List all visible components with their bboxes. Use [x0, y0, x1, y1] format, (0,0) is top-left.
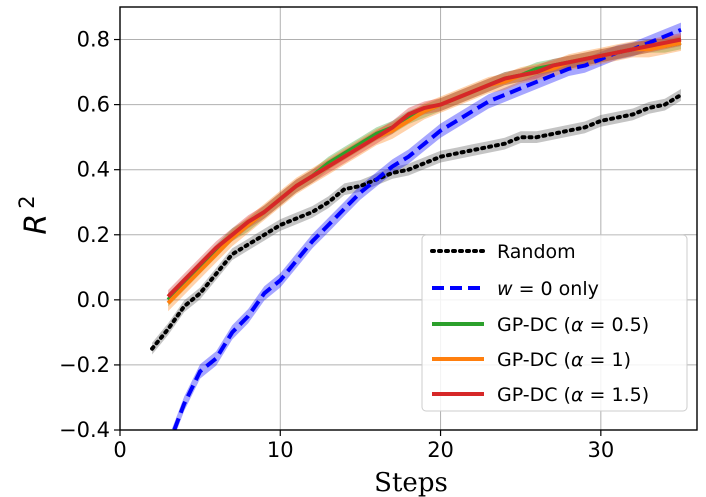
series-0-line — [150, 92, 683, 351]
svg-text:R2: R2 — [15, 195, 54, 234]
y-tick-label: 0.4 — [77, 158, 110, 182]
y-axis-title-superscript: 2 — [15, 195, 39, 208]
y-tick-label: −0.4 — [59, 418, 110, 442]
x-axis-title: Steps — [374, 468, 448, 497]
y-tick-label: 0.2 — [77, 223, 110, 247]
plot-frame — [119, 6, 698, 431]
y-tick-label: 0.8 — [77, 28, 110, 52]
y-axis-title-main: R — [19, 214, 54, 235]
y-tick-label: 0.6 — [77, 93, 110, 117]
legend-label-w0-rest: = 0 only — [513, 278, 599, 300]
y-axis-title: R2 — [15, 195, 54, 234]
legend-box — [421, 234, 688, 412]
legend-label-random: Random — [497, 241, 576, 263]
series-4-line — [166, 37, 682, 299]
x-axis-ticks: 0 10 20 30 — [113, 430, 614, 462]
x-tick-label: 10 — [267, 438, 294, 462]
legend-label-gpdc-05: GP-DC (α = 0.5) — [497, 314, 649, 336]
x-tick-label: 0 — [113, 438, 126, 462]
series-1-line — [172, 27, 682, 430]
x-tick-label: 20 — [427, 438, 454, 462]
legend-label-gpdc-1: GP-DC (α = 1) — [497, 349, 631, 371]
series-lines — [150, 27, 683, 430]
x-tick-label: 30 — [587, 438, 614, 462]
legend-label-w0: w = 0 only — [497, 278, 599, 300]
legend-label-w0-var: w — [497, 278, 513, 300]
y-tick-label: −0.2 — [59, 353, 110, 377]
y-axis-ticks: −0.4 −0.2 0.0 0.2 0.4 0.6 0.8 — [59, 28, 120, 442]
legend: Random w = 0 only GP-DC (α = 0.5) GP-DC … — [421, 234, 688, 412]
legend-label-gpdc-15: GP-DC (α = 1.5) — [497, 384, 649, 406]
y-tick-label: 0.0 — [77, 288, 110, 312]
